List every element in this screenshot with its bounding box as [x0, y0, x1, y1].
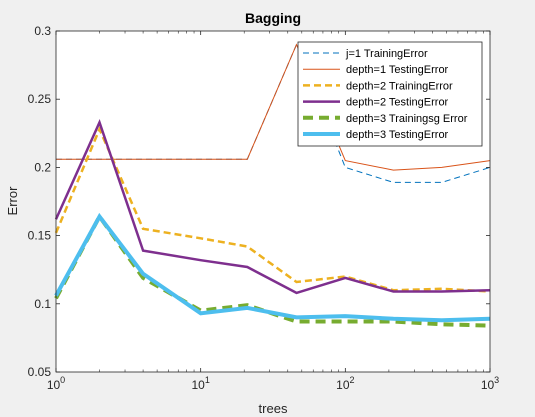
x-tick-label: 101 [191, 375, 209, 392]
legend-label: depth=2 TrainingError [346, 80, 453, 92]
x-axis-title: trees [259, 401, 288, 416]
x-tick-label: 103 [481, 375, 499, 392]
legend-label: j=1 TrainingError [345, 48, 428, 60]
y-tick-label: 0.25 [28, 92, 52, 106]
legend-label: depth=3 Trainingsg Error [346, 113, 468, 125]
series-line-2 [56, 43, 491, 171]
legend: j=1 TrainingError depth=1 TestingError dep… [297, 41, 483, 147]
series-layer [54, 43, 491, 328]
series-line-3 [54, 126, 491, 293]
legend-label: depth=1 TestingError [346, 64, 449, 76]
y-axis: 0.05 0.1 0.15 0.2 0.25 0.3 [28, 24, 490, 379]
series-line-4 [54, 118, 491, 295]
x-axis: 100 101 102 103 [47, 31, 499, 392]
legend-label: depth=2 TestingError [346, 97, 449, 109]
y-tick-label: 0.3 [34, 24, 51, 38]
chart-title: Bagging [245, 10, 301, 26]
y-tick-label: 0.05 [28, 365, 52, 379]
y-tick-label: 0.15 [28, 229, 52, 243]
series-line-6 [54, 212, 491, 323]
legend-label: depth=3 TestingError [346, 129, 449, 141]
x-tick-label: 100 [47, 375, 65, 392]
y-tick-label: 0.2 [34, 160, 51, 174]
x-tick-label: 102 [336, 375, 354, 392]
plot-frame [55, 30, 491, 373]
y-tick-label: 0.1 [34, 297, 51, 311]
legend-box [297, 41, 483, 147]
y-axis-title: Error [5, 186, 20, 216]
